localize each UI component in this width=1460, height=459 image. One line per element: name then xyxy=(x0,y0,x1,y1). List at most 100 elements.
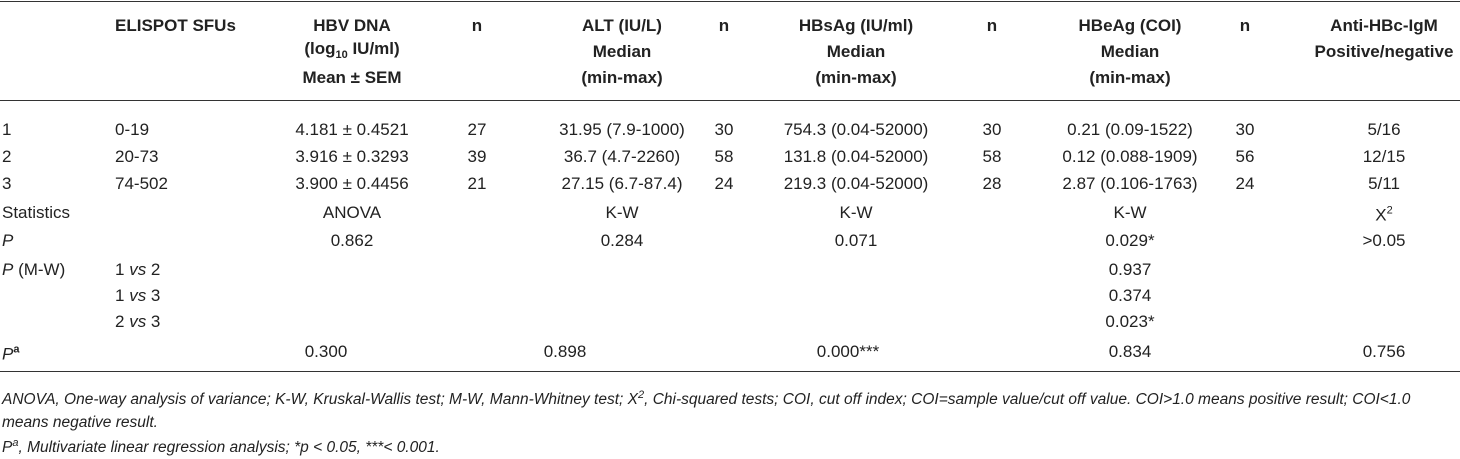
cell-text: IU/ml) xyxy=(347,38,400,58)
cell-text: K-W xyxy=(1113,203,1147,222)
cell-text: n xyxy=(986,16,998,35)
cell-text: 2 xyxy=(115,312,130,331)
table-cell: 3.916 ± 0.3293 xyxy=(295,147,409,166)
table-cell: 27 xyxy=(467,120,487,139)
cell-text: (min-max) xyxy=(581,68,663,87)
cell-text: n xyxy=(1239,16,1251,35)
table-cell: 39 xyxy=(467,147,487,166)
cell-text: Median xyxy=(1100,42,1160,61)
table-cell: 31.95 (7.9-1000) xyxy=(559,120,685,139)
cell-text: Median xyxy=(592,42,652,61)
table-cell: 4.181 ± 0.4521 xyxy=(295,120,409,139)
table-cell: 1 xyxy=(2,120,12,139)
table-cell: 0.12 (0.088-1909) xyxy=(1062,147,1198,166)
cell-text: HBsAg (IU/ml) xyxy=(798,16,914,35)
cell-text: 2 xyxy=(146,260,161,279)
cell-text: ELISPOT SFUs xyxy=(115,16,236,35)
table-cell: 0-19 xyxy=(115,120,150,139)
table-cell: 30 xyxy=(714,120,734,139)
cell-text: 0.000*** xyxy=(816,342,880,361)
table-cell: 24 xyxy=(1235,174,1255,193)
cell-text: vs xyxy=(129,286,147,305)
table-cell: 5/16 xyxy=(1367,120,1401,139)
table-cell: 36.7 (4.7-2260) xyxy=(563,147,681,166)
cell-text: X xyxy=(1375,205,1387,225)
cell-text: Mean ± SEM xyxy=(302,68,402,87)
table-cell: 30 xyxy=(982,120,1002,139)
cell-text: 0.937 xyxy=(1108,260,1152,279)
cell-text: 0.862 xyxy=(330,231,374,250)
cell: (log10 IU/ml) xyxy=(304,38,399,66)
cell: P xyxy=(2,230,13,252)
cell-text: P xyxy=(2,344,14,364)
cell-text: a xyxy=(13,343,20,356)
cell-text: vs xyxy=(129,312,147,331)
cell-text: 0.898 xyxy=(543,342,587,361)
cell-text: 3 xyxy=(146,286,161,305)
cell: P (M-W) xyxy=(2,259,65,281)
cell-text: (min-max) xyxy=(1089,68,1171,87)
table-cell: 5/11 xyxy=(1368,174,1400,193)
cell-text: P xyxy=(2,439,13,457)
cell-text: 3 xyxy=(146,312,161,331)
cell-text: 0.756 xyxy=(1362,342,1406,361)
cell-text: (log xyxy=(304,38,336,58)
cell-text: vs xyxy=(129,260,147,279)
cell: 2 vs 3 xyxy=(115,311,160,333)
cell: X2 xyxy=(1375,200,1392,227)
table-cell: 28 xyxy=(982,174,1002,193)
cell-text: 0.071 xyxy=(834,231,878,250)
cell-text: 2 xyxy=(1386,204,1393,217)
table-cell: 219.3 (0.04-52000) xyxy=(783,174,929,193)
cell-text: (min-max) xyxy=(815,68,897,87)
cell-text: HBV DNA xyxy=(313,16,391,35)
cell: 1 vs 2 xyxy=(115,259,160,281)
cell-text: 0.834 xyxy=(1108,342,1152,361)
cell-text: >0.05 xyxy=(1362,231,1406,250)
cell-text: n xyxy=(471,16,483,35)
cell-text: 0.374 xyxy=(1108,286,1152,305)
cell: 1 vs 3 xyxy=(115,285,160,307)
cell-text: Anti-HBc-IgM xyxy=(1330,16,1438,35)
cell-text: K-W xyxy=(839,203,873,222)
table-cell: 3 xyxy=(2,174,12,193)
cell-text: 0.023* xyxy=(1105,312,1155,331)
table-cell: 754.3 (0.04-52000) xyxy=(783,120,929,139)
cell-text: Positive/negative xyxy=(1314,42,1454,61)
cell-text: 1 xyxy=(115,260,130,279)
cell-text: X xyxy=(627,391,638,409)
table-cell: 3.900 ± 0.4456 xyxy=(295,174,409,193)
cell-text: 1 xyxy=(115,286,130,305)
footnote: ANOVA, One-way analysis of variance; K-W… xyxy=(2,384,1442,434)
cell-text: , Multivariate linear regression analysi… xyxy=(18,439,440,457)
cell-text: a xyxy=(12,437,19,449)
footnote: Pa, Multivariate linear regression analy… xyxy=(2,432,1442,459)
table-cell: 27.15 (6.7-87.4) xyxy=(561,174,683,193)
table-cell: 20-73 xyxy=(115,147,159,166)
cell-text: ALT (IU/L) xyxy=(582,16,662,35)
cell-text: (M-W) xyxy=(13,260,66,279)
cell-text: 0.029* xyxy=(1105,231,1155,250)
table-cell: 74-502 xyxy=(115,174,168,193)
cell-text: P xyxy=(2,231,14,250)
cell-text: Median xyxy=(826,42,886,61)
cell-text: ANOVA, One-way analysis of variance; K-W… xyxy=(2,391,628,409)
rule xyxy=(0,1,1460,2)
cell-text: HBeAg (COI) xyxy=(1078,16,1182,35)
cell-text: 0.300 xyxy=(304,342,348,361)
cell-text: n xyxy=(718,16,730,35)
cell-text: K-W xyxy=(605,203,639,222)
table-cell: 30 xyxy=(1235,120,1255,139)
table-cell: 21 xyxy=(467,174,487,193)
cell-text: 10 xyxy=(335,49,348,62)
cell-text: 2 xyxy=(637,389,645,401)
table-cell: 2 xyxy=(2,147,12,166)
cell-text: ANOVA xyxy=(322,203,382,222)
cell-text: P xyxy=(2,260,14,279)
table-cell: 12/15 xyxy=(1362,147,1406,166)
table-cell: 131.8 (0.04-52000) xyxy=(783,147,929,166)
cell-text: Statistics xyxy=(2,203,71,222)
cell-text: , Chi-squared tests; COI, cut off index;… xyxy=(2,391,1411,432)
table-cell: 24 xyxy=(714,174,734,193)
